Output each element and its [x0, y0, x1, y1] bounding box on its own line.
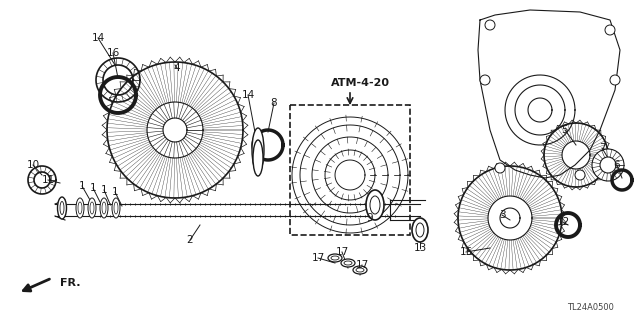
Circle shape	[485, 20, 495, 30]
Text: 1: 1	[79, 181, 85, 191]
Circle shape	[480, 75, 490, 85]
Ellipse shape	[370, 196, 380, 214]
Ellipse shape	[102, 202, 106, 214]
Text: 2: 2	[187, 235, 193, 245]
Ellipse shape	[88, 198, 96, 218]
Ellipse shape	[58, 197, 67, 219]
Ellipse shape	[253, 140, 263, 176]
Ellipse shape	[353, 266, 367, 274]
Text: 17: 17	[335, 247, 349, 257]
Text: 13: 13	[413, 243, 427, 253]
Circle shape	[605, 25, 615, 35]
Ellipse shape	[356, 268, 364, 272]
Ellipse shape	[252, 128, 264, 172]
Text: 14: 14	[241, 90, 255, 100]
Text: 17: 17	[355, 260, 369, 270]
Ellipse shape	[112, 198, 120, 218]
Text: TL24A0500: TL24A0500	[566, 303, 613, 313]
Ellipse shape	[78, 202, 82, 214]
Text: 7: 7	[598, 143, 605, 153]
Ellipse shape	[328, 254, 342, 262]
Text: 8: 8	[271, 98, 277, 108]
Text: 1: 1	[100, 185, 108, 195]
Text: 15: 15	[460, 247, 472, 257]
Circle shape	[610, 75, 620, 85]
Text: 17: 17	[312, 253, 324, 263]
Text: 3: 3	[499, 210, 506, 220]
Text: 16: 16	[106, 48, 120, 58]
Ellipse shape	[366, 190, 384, 220]
Ellipse shape	[90, 202, 94, 214]
Circle shape	[592, 149, 624, 181]
Circle shape	[600, 157, 616, 173]
Text: 6: 6	[614, 160, 620, 170]
Text: 1: 1	[90, 183, 96, 193]
Ellipse shape	[114, 202, 118, 214]
Text: 5: 5	[562, 125, 568, 135]
Text: ATM-4-20: ATM-4-20	[330, 78, 390, 88]
Text: 12: 12	[556, 217, 570, 227]
Text: 10: 10	[26, 160, 40, 170]
Text: 4: 4	[173, 63, 180, 73]
Text: 1: 1	[112, 187, 118, 197]
Ellipse shape	[344, 261, 352, 265]
Circle shape	[575, 170, 585, 180]
Ellipse shape	[100, 198, 108, 218]
Ellipse shape	[341, 259, 355, 267]
Ellipse shape	[412, 218, 428, 242]
Circle shape	[495, 163, 505, 173]
Text: FR.: FR.	[60, 278, 81, 288]
Ellipse shape	[76, 198, 84, 218]
Ellipse shape	[60, 202, 64, 214]
Ellipse shape	[331, 256, 339, 260]
Text: 14: 14	[92, 33, 104, 43]
Text: 11: 11	[42, 175, 54, 185]
Ellipse shape	[416, 223, 424, 237]
Text: 9: 9	[367, 213, 373, 223]
